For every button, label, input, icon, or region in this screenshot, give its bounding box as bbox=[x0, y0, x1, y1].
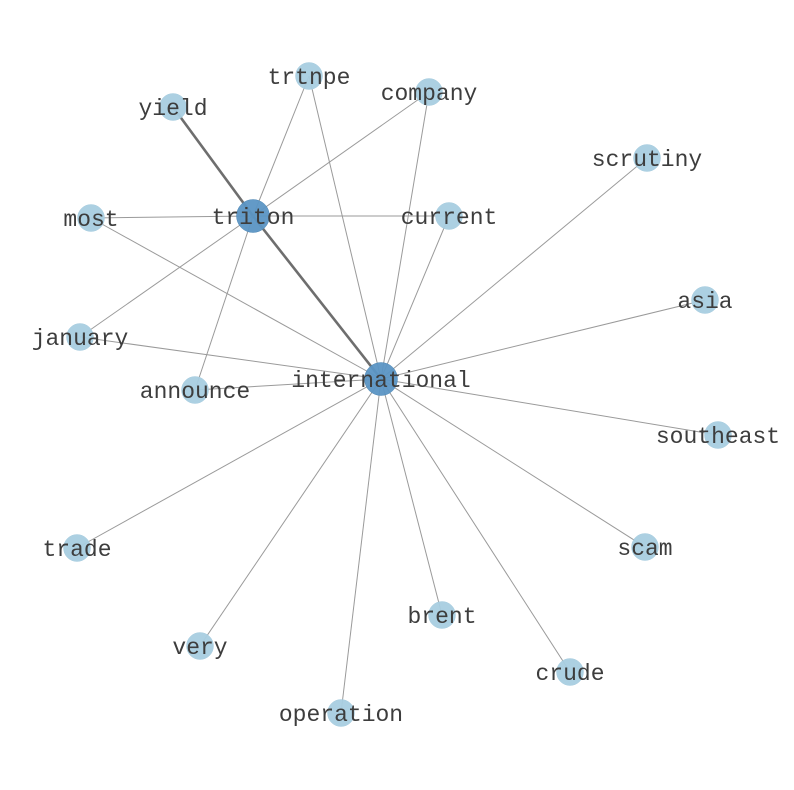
svg-text:triton: triton bbox=[212, 205, 295, 231]
svg-text:brent: brent bbox=[407, 604, 476, 630]
svg-text:trade: trade bbox=[42, 537, 111, 563]
svg-text:asia: asia bbox=[677, 289, 732, 315]
svg-text:crude: crude bbox=[535, 661, 604, 687]
svg-text:very: very bbox=[172, 635, 227, 661]
svg-text:current: current bbox=[401, 205, 498, 231]
svg-text:scam: scam bbox=[617, 536, 672, 562]
svg-text:yield: yield bbox=[138, 96, 207, 122]
svg-text:international: international bbox=[291, 368, 470, 394]
svg-text:southeast: southeast bbox=[656, 424, 780, 450]
svg-text:announce: announce bbox=[140, 379, 250, 405]
svg-text:operation: operation bbox=[279, 702, 403, 728]
svg-text:most: most bbox=[63, 207, 118, 233]
svg-text:trtnpe: trtnpe bbox=[268, 65, 351, 91]
svg-text:january: january bbox=[32, 326, 129, 352]
svg-text:scrutiny: scrutiny bbox=[592, 147, 703, 173]
svg-text:company: company bbox=[381, 81, 478, 107]
